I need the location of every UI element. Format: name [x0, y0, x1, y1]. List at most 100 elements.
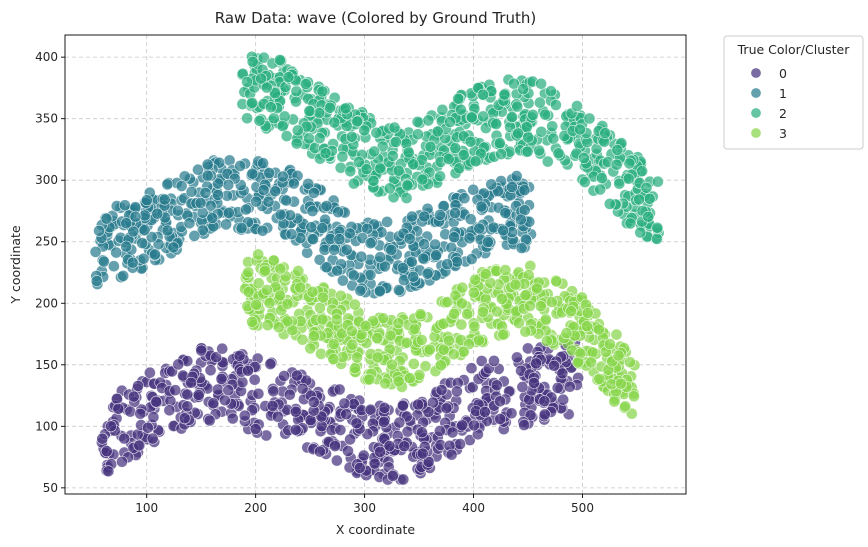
- data-point: [126, 256, 139, 269]
- data-point: [378, 260, 391, 273]
- data-point: [373, 285, 386, 297]
- data-point: [257, 184, 270, 196]
- data-point: [129, 210, 142, 223]
- data-point: [233, 349, 246, 362]
- data-point: [292, 265, 305, 277]
- data-point: [134, 407, 147, 420]
- data-point: [302, 177, 315, 190]
- data-point: [240, 203, 252, 216]
- data-point: [643, 192, 656, 205]
- data-point: [451, 255, 463, 268]
- data-point: [583, 112, 596, 125]
- data-point: [331, 264, 344, 277]
- legend-label: 2: [779, 106, 787, 121]
- data-point: [416, 173, 429, 186]
- data-point: [269, 87, 281, 100]
- data-point: [455, 297, 468, 310]
- data-point: [538, 395, 551, 408]
- data-point: [149, 248, 161, 261]
- data-point: [289, 405, 302, 418]
- data-point: [354, 284, 367, 297]
- data-point: [333, 383, 346, 396]
- data-point: [604, 338, 616, 350]
- data-point: [207, 397, 220, 410]
- data-point: [276, 120, 289, 132]
- data-point: [628, 390, 640, 403]
- data-point: [423, 343, 436, 356]
- data-point: [468, 320, 481, 333]
- data-point: [313, 107, 326, 119]
- data-point: [330, 454, 343, 467]
- data-point: [100, 445, 113, 458]
- data-point: [441, 258, 454, 271]
- data-point: [360, 163, 373, 176]
- data-point: [437, 343, 450, 356]
- data-point: [260, 284, 273, 296]
- data-point: [222, 384, 235, 397]
- data-point: [379, 377, 392, 390]
- data-point: [246, 97, 258, 109]
- data-point: [456, 419, 469, 432]
- data-point: [368, 145, 381, 158]
- data-point: [519, 289, 532, 302]
- data-point: [133, 439, 146, 452]
- data-point: [334, 424, 347, 436]
- data-point: [481, 236, 494, 248]
- data-point: [255, 72, 267, 85]
- data-point: [540, 313, 552, 326]
- data-point: [599, 127, 612, 140]
- data-point: [296, 382, 309, 395]
- data-point: [535, 125, 548, 138]
- data-point: [313, 445, 326, 458]
- data-point: [291, 369, 303, 382]
- data-point: [111, 392, 123, 405]
- data-point: [381, 215, 393, 228]
- data-point: [211, 383, 224, 396]
- data-point: [411, 116, 424, 128]
- data-point: [242, 364, 254, 377]
- data-point: [530, 357, 542, 370]
- data-point: [534, 300, 547, 313]
- data-point: [257, 51, 270, 64]
- data-point: [434, 359, 447, 372]
- data-point: [260, 81, 273, 94]
- data-point: [445, 448, 458, 461]
- legend-title: True Color/Cluster: [737, 42, 851, 57]
- data-point: [338, 397, 351, 410]
- data-point: [116, 455, 128, 468]
- legend-frame: [723, 35, 864, 150]
- data-point: [510, 170, 523, 182]
- data-point: [281, 298, 294, 310]
- data-point: [581, 307, 594, 319]
- data-point: [430, 249, 442, 262]
- data-point: [305, 221, 318, 234]
- data-point: [512, 127, 524, 140]
- data-point: [572, 356, 584, 369]
- data-point: [565, 305, 577, 318]
- data-point: [433, 425, 446, 437]
- data-point: [188, 229, 201, 242]
- data-point: [333, 233, 346, 246]
- data-point: [256, 224, 269, 237]
- data-point: [418, 210, 431, 223]
- data-point: [167, 241, 180, 254]
- data-point: [541, 335, 553, 347]
- data-point: [306, 205, 319, 217]
- data-point: [392, 284, 405, 296]
- data-point: [477, 88, 489, 101]
- data-point: [422, 406, 435, 418]
- data-point: [236, 376, 249, 389]
- data-point: [307, 396, 320, 409]
- data-point: [419, 360, 432, 373]
- data-point: [339, 102, 352, 115]
- data-point: [242, 285, 255, 298]
- data-point: [185, 185, 198, 198]
- data-point: [218, 394, 231, 407]
- data-point: [548, 359, 560, 372]
- x-axis-label: X coordinate: [336, 522, 416, 537]
- data-point: [448, 307, 460, 320]
- data-point: [250, 195, 263, 208]
- data-point: [353, 461, 366, 474]
- data-point: [422, 455, 435, 468]
- data-point: [593, 372, 606, 385]
